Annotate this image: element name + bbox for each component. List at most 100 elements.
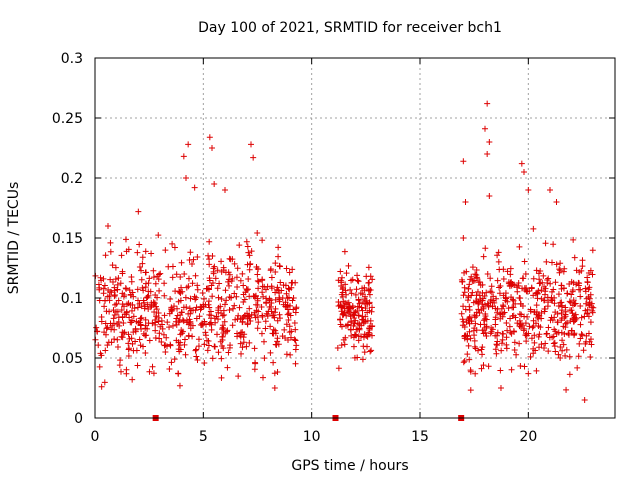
data-point (480, 362, 487, 369)
data-point (349, 304, 356, 311)
data-point (195, 336, 202, 343)
data-point (202, 332, 209, 339)
data-point (494, 277, 501, 284)
data-point (274, 317, 281, 324)
data-point (186, 319, 193, 326)
data-point (366, 307, 373, 314)
data-point (187, 295, 194, 302)
data-point (220, 329, 227, 336)
data-point (259, 289, 266, 296)
data-point (471, 325, 478, 332)
data-point (245, 249, 252, 256)
data-point (584, 310, 591, 317)
data-point (359, 291, 366, 298)
data-point (203, 285, 210, 292)
data-point (362, 300, 369, 307)
data-point (483, 316, 490, 323)
data-point (337, 268, 344, 275)
data-point (270, 326, 277, 333)
data-point (507, 271, 514, 278)
data-point (292, 337, 299, 344)
data-point (460, 158, 467, 165)
data-point (171, 303, 178, 310)
data-point (535, 333, 542, 340)
data-point (176, 382, 183, 389)
data-point (167, 342, 174, 349)
data-point (523, 338, 530, 345)
data-point (233, 293, 240, 300)
data-point (482, 312, 489, 319)
data-point (550, 241, 557, 248)
data-point (529, 324, 536, 331)
data-point (267, 303, 274, 310)
data-point (111, 312, 118, 319)
data-point (519, 275, 526, 282)
data-point (153, 313, 160, 320)
data-point (460, 303, 467, 310)
data-point (565, 330, 572, 337)
data-point (571, 301, 578, 308)
data-point (144, 325, 151, 332)
data-point (544, 277, 551, 284)
data-point (268, 285, 275, 292)
data-point (464, 297, 471, 304)
data-point (248, 248, 255, 255)
data-point (587, 319, 594, 326)
data-point (289, 266, 296, 273)
data-point (199, 289, 206, 296)
data-point (123, 366, 130, 373)
data-point (218, 258, 225, 265)
data-point (465, 285, 472, 292)
data-point (479, 351, 486, 358)
data-point (260, 338, 267, 345)
data-point (550, 333, 557, 340)
data-point (348, 332, 355, 339)
data-point (239, 329, 246, 336)
data-point (108, 289, 115, 296)
data-point (246, 252, 253, 259)
data-point (171, 244, 178, 251)
data-point (334, 344, 341, 351)
data-point (474, 288, 481, 295)
data-point (351, 320, 358, 327)
data-point (216, 280, 223, 287)
data-point (105, 223, 111, 229)
data-point (541, 283, 548, 290)
data-point (239, 315, 246, 322)
data-point (518, 311, 525, 318)
data-point (118, 333, 125, 340)
data-point (109, 322, 116, 329)
data-point (587, 336, 594, 343)
data-point (105, 286, 112, 293)
data-point (349, 276, 356, 283)
data-point (263, 300, 270, 307)
data-point (171, 356, 178, 363)
data-point (498, 340, 505, 347)
data-point (293, 304, 300, 311)
data-point (175, 370, 182, 377)
data-point (355, 296, 362, 303)
data-point (581, 397, 588, 403)
data-point (129, 301, 136, 308)
data-point (581, 313, 588, 320)
data-point (459, 322, 466, 329)
data-point (283, 351, 290, 358)
data-point (136, 264, 143, 271)
data-point (288, 328, 295, 335)
x-tick-label: 5 (199, 429, 208, 445)
data-point (194, 254, 201, 261)
data-point (544, 303, 551, 310)
data-point (142, 248, 149, 255)
data-point (209, 145, 215, 151)
data-point (214, 331, 221, 338)
data-point (193, 346, 200, 353)
data-point (246, 293, 253, 300)
data-point (522, 270, 529, 277)
data-point (508, 330, 515, 337)
data-point (125, 331, 132, 338)
data-point (564, 319, 571, 326)
data-point (341, 341, 348, 348)
data-point (194, 356, 201, 363)
data-point (485, 302, 492, 309)
data-point (278, 287, 285, 294)
